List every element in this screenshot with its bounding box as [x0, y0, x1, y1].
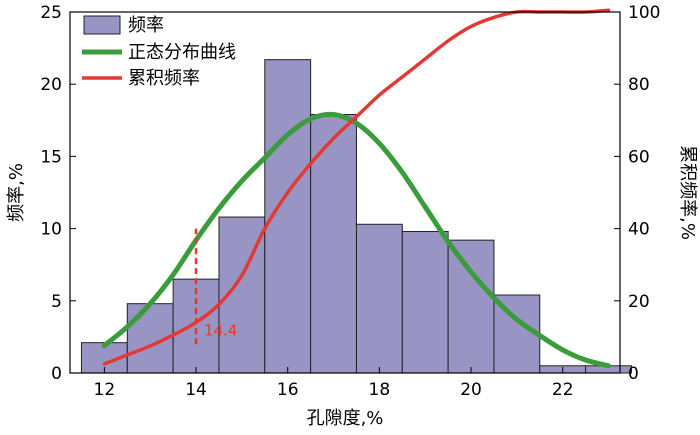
bars-layer: [80, 59, 632, 374]
histogram-bar: [355, 223, 403, 374]
annotation-label: 14.4: [204, 322, 237, 340]
y-left-tick-label: 15: [40, 147, 62, 167]
y-right-tick-label: 100: [628, 3, 660, 23]
legend-label-normal: 正态分布曲线: [128, 42, 236, 63]
y-left-tick-label: 20: [40, 75, 62, 95]
y-left-tick-label: 5: [51, 292, 62, 312]
y-right-tick-label: 20: [628, 292, 650, 312]
x-tick-label: 16: [277, 380, 299, 400]
y-right-tick-label: 0: [628, 364, 639, 384]
annotation-layer: 14.4: [194, 228, 237, 345]
x-tick-label: 20: [460, 380, 482, 400]
x-axis-title: 孔隙度,%: [307, 408, 384, 429]
x-tick-label: 22: [552, 380, 574, 400]
y-left-tick-label: 0: [51, 364, 62, 384]
y-right-tick-label: 60: [628, 147, 650, 167]
x-tick-label: 18: [369, 380, 391, 400]
x-tick-label: 14: [185, 380, 207, 400]
y-right-tick-label: 40: [628, 220, 650, 240]
histogram-bar: [310, 114, 357, 374]
y-left-tick-label: 25: [40, 3, 62, 23]
y-left-axis-title: 频率,%: [6, 163, 27, 222]
y-right-tick-label: 80: [628, 75, 650, 95]
legend-label-frequency: 频率: [128, 15, 164, 36]
y-right-axis-title: 累积频率,%: [677, 145, 698, 240]
histogram-bar: [447, 239, 495, 374]
x-tick-label: 12: [94, 380, 116, 400]
legend-label-cumulative: 累积频率: [128, 68, 200, 89]
axes-layer: 12 14 16 18 20 22 0 5 10 15 20 25 0 20 40 60 80 100 孔隙度,% 频…: [6, 3, 698, 429]
normal-distribution-curve: [101, 111, 612, 369]
plot-frame: [69, 11, 621, 374]
legend-swatch-bar: [83, 15, 121, 35]
histogram-bar: [401, 230, 449, 374]
y-left-tick-label: 10: [40, 220, 62, 240]
